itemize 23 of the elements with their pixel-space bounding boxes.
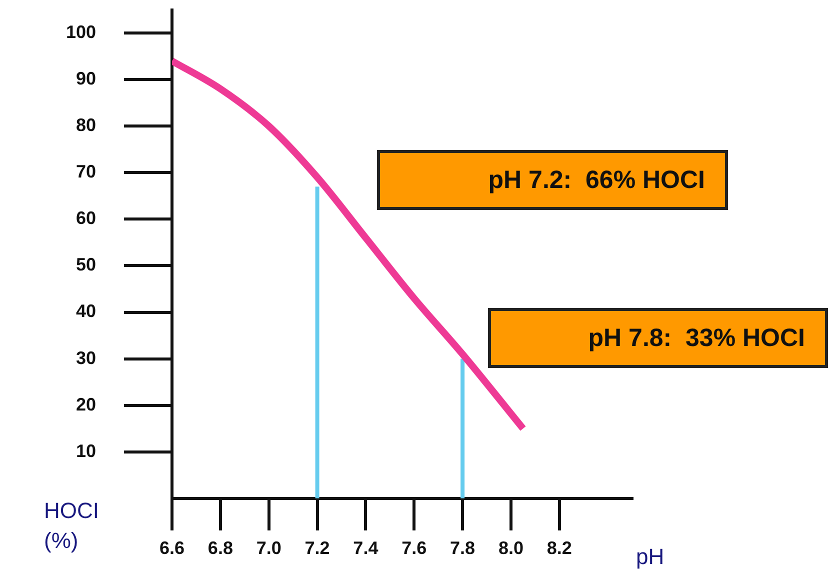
x-tick-label: 6.8 bbox=[208, 538, 233, 558]
y-tick-label: 60 bbox=[76, 208, 96, 228]
x-tick-label: 7.2 bbox=[304, 538, 330, 558]
x-tick-label: 7.6 bbox=[402, 538, 427, 558]
y-axis-title: HOCI (%) bbox=[44, 497, 100, 555]
y-tick-label: 100 bbox=[66, 22, 96, 42]
label-box: pH 7.2: 66% HOCI bbox=[377, 150, 728, 210]
x-tick-label: 7.8 bbox=[450, 538, 476, 558]
y-tick-label: 50 bbox=[76, 254, 96, 275]
y-tick-label: 20 bbox=[76, 394, 96, 414]
y-tick-label: 90 bbox=[76, 68, 96, 89]
y-tick-label: 80 bbox=[76, 115, 96, 136]
x-tick-label: 8.0 bbox=[498, 538, 524, 558]
x-tick-label: 7.0 bbox=[256, 538, 282, 558]
y-tick-label: 10 bbox=[76, 440, 96, 461]
y-tick-label: 70 bbox=[76, 162, 96, 182]
x-tick-label: 6.6 bbox=[160, 538, 185, 558]
x-tick-label: 7.4 bbox=[353, 538, 378, 558]
y-tick-label: 30 bbox=[76, 348, 96, 368]
x-tick-label: 8.2 bbox=[546, 538, 572, 558]
label-box: pH 7.8: 33% HOCI bbox=[488, 308, 828, 368]
y-tick-label: 40 bbox=[76, 301, 96, 322]
x-axis-title: pH bbox=[636, 544, 664, 570]
